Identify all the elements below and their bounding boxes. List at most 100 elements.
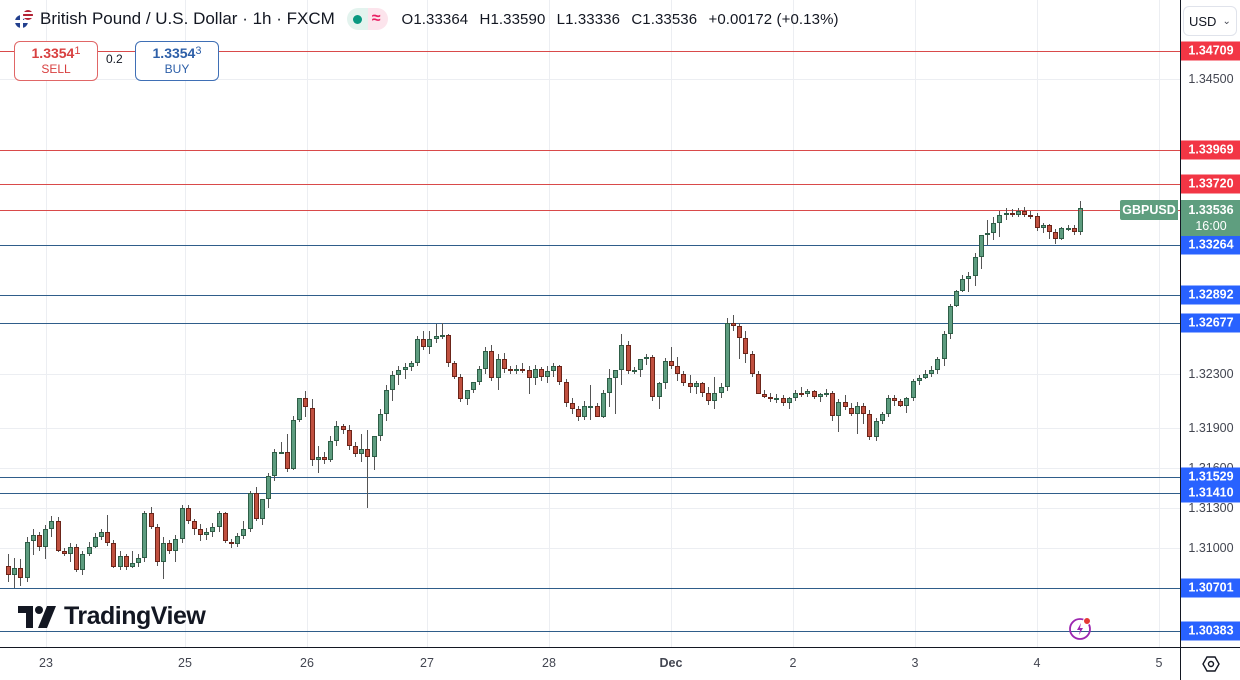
candle-wick	[801, 387, 802, 397]
candle-bearish	[223, 513, 228, 542]
chevron-down-icon: ⌄	[1222, 15, 1231, 27]
candle-bullish	[12, 568, 17, 575]
candle-bullish	[588, 406, 593, 409]
candle-wick	[107, 514, 108, 546]
candle-bearish	[18, 568, 23, 578]
candle-bullish	[142, 513, 147, 558]
price-axis[interactable]: 1.345001.323001.319001.316001.313001.310…	[1180, 0, 1240, 647]
candle-bearish	[322, 457, 327, 460]
chart-settings-button[interactable]	[1180, 647, 1240, 680]
buy-button[interactable]: 1.33543 BUY	[135, 41, 219, 81]
last-price-line	[0, 210, 1180, 211]
grid-line-horizontal	[0, 467, 1180, 469]
candle-bullish	[403, 367, 408, 370]
resistance-level-tag: 1.34709	[1181, 41, 1240, 61]
candle-wick	[442, 323, 443, 340]
candle-bullish	[272, 451, 277, 476]
candle-bullish	[917, 378, 922, 381]
candle-bearish	[1028, 214, 1033, 217]
candle-bullish	[427, 339, 432, 348]
candle-bullish	[694, 383, 699, 388]
candle-bullish	[874, 420, 879, 437]
sell-button[interactable]: 1.33541 SELL	[14, 41, 98, 81]
candle-bearish	[149, 513, 154, 527]
time-axis[interactable]: 23 25 26 27 28 Dec 2 3 4 5	[0, 647, 1180, 680]
support-level-line[interactable]	[0, 323, 1180, 324]
bar-countdown: 16:00	[1195, 219, 1227, 233]
candle-bearish	[576, 408, 581, 417]
sell-price: 1.3354	[31, 45, 75, 61]
symbol-title[interactable]: British Pound / U.S. Dollar · 1h · FXCM	[40, 9, 335, 28]
resistance-level-line[interactable]	[0, 150, 1180, 151]
candle-bearish	[365, 449, 370, 458]
candle-bearish	[570, 403, 575, 409]
candle-bearish	[539, 368, 544, 377]
candle-bullish	[260, 498, 265, 519]
resistance-level-line[interactable]	[0, 51, 1180, 52]
candle-bearish	[105, 532, 110, 543]
time-axis-label: 26	[300, 656, 314, 670]
candle-bullish	[855, 406, 860, 415]
candle-bearish	[285, 451, 290, 470]
candle-bearish	[892, 398, 897, 401]
candle-bullish	[118, 556, 123, 567]
candle-bullish	[80, 553, 85, 570]
candle-wick	[857, 402, 858, 435]
candle-bearish	[167, 542, 172, 551]
candle-bullish	[396, 369, 401, 376]
candle-bullish	[173, 538, 178, 551]
candle-bullish	[1059, 227, 1064, 239]
candle-bearish	[502, 359, 507, 369]
support-level-line[interactable]	[0, 245, 1180, 246]
candle-bullish	[1066, 227, 1071, 230]
candle-wick	[398, 365, 399, 385]
currency-selector[interactable]: USD ⌄	[1183, 6, 1237, 36]
candle-bullish	[954, 290, 959, 306]
candle-bullish	[266, 475, 271, 499]
ohlc-open: O1.33364	[401, 10, 469, 28]
candle-wick	[318, 446, 319, 474]
ohlc-low: L1.33336	[556, 10, 621, 28]
candle-bearish	[1035, 215, 1040, 228]
support-level-tag: 1.32677	[1181, 313, 1240, 333]
support-level-line[interactable]	[0, 631, 1180, 632]
time-axis-label: Dec	[659, 656, 683, 670]
candle-bullish	[793, 392, 798, 399]
market-status-pill[interactable]: ≈	[346, 8, 388, 30]
candle-bearish	[595, 406, 600, 417]
candle-bearish	[341, 426, 346, 431]
price-axis-label: 1.34500	[1188, 72, 1234, 87]
candle-bullish	[483, 351, 488, 369]
candle-bullish	[68, 546, 73, 554]
candle-bullish	[935, 359, 940, 370]
candle-wick	[590, 384, 591, 420]
candle-wick	[739, 323, 740, 360]
candle-bearish	[111, 542, 116, 567]
support-level-tag: 1.31529	[1181, 467, 1240, 487]
candle-bullish	[180, 508, 185, 539]
candle-bearish	[849, 407, 854, 415]
support-level-line[interactable]	[0, 493, 1180, 494]
lightning-news-icon[interactable]	[1068, 615, 1092, 640]
candle-bearish	[1047, 225, 1052, 232]
resistance-level-tag: 1.33969	[1181, 140, 1240, 160]
candle-bullish	[533, 368, 538, 378]
candle-bullish	[384, 390, 389, 415]
candle-bearish	[669, 360, 674, 366]
candle-bullish	[774, 398, 779, 401]
support-level-line[interactable]	[0, 588, 1180, 589]
candle-bullish	[657, 383, 662, 397]
tradingview-logo[interactable]: TradingView	[18, 602, 206, 631]
chart-plot-area[interactable]: British Pound / U.S. Dollar · 1h · FXCM …	[0, 0, 1180, 647]
price-axis-label: 1.31300	[1188, 501, 1234, 515]
candle-bullish	[297, 398, 302, 420]
candle-bullish	[805, 391, 810, 395]
support-level-line[interactable]	[0, 295, 1180, 296]
candle-wick	[646, 353, 647, 365]
candle-bullish	[991, 222, 996, 234]
candle-bullish	[719, 387, 724, 393]
time-axis-label: 28	[542, 656, 556, 670]
support-level-line[interactable]	[0, 477, 1180, 478]
candle-bullish	[291, 419, 296, 470]
resistance-level-line[interactable]	[0, 184, 1180, 185]
